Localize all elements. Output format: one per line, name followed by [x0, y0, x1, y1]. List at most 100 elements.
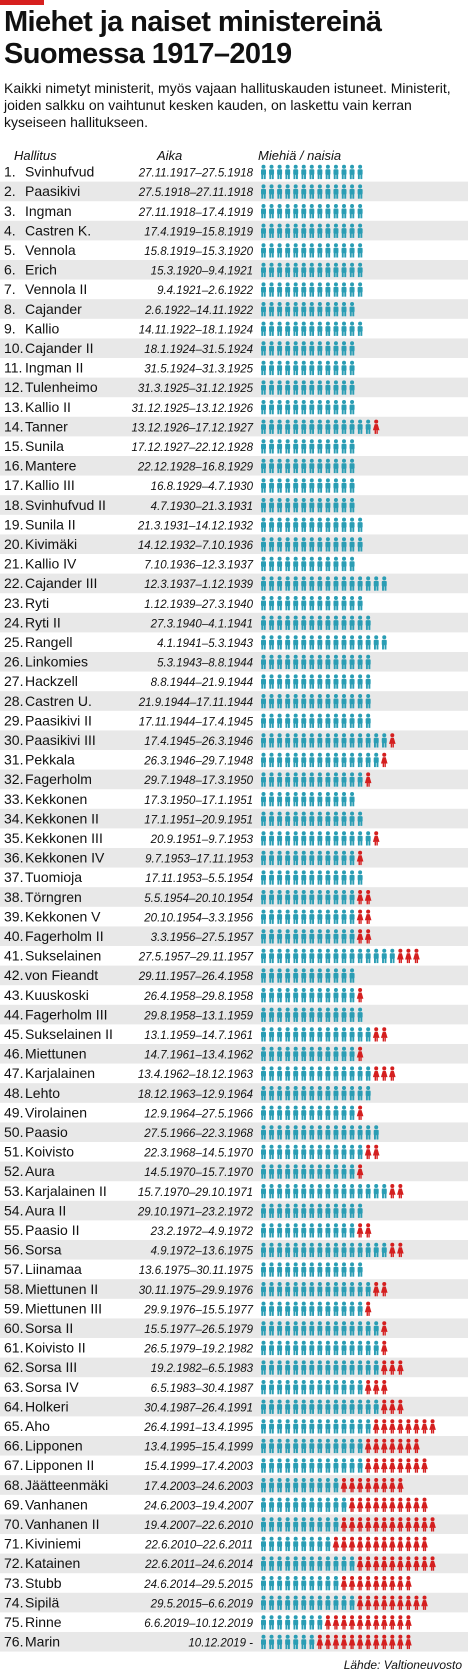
government-name: Katainen	[25, 1555, 80, 1571]
man-icon	[285, 596, 291, 611]
man-icon	[365, 635, 371, 650]
man-icon	[269, 831, 275, 846]
man-icon	[301, 458, 307, 474]
man-icon	[293, 498, 299, 513]
man-icon	[349, 1282, 355, 1297]
man-icon	[269, 733, 275, 748]
man-icon	[357, 517, 363, 532]
chart-subtitle: Kaikki nimetyt ministerit, myös vajaan h…	[4, 80, 451, 130]
man-icon	[333, 360, 339, 376]
government-period: 29.8.1958–13.1.1959	[143, 1010, 253, 1022]
man-icon	[349, 204, 355, 219]
man-icon	[261, 988, 266, 1003]
man-icon	[349, 1262, 355, 1277]
man-icon	[317, 1184, 323, 1199]
man-icon	[301, 1066, 307, 1081]
man-icon	[333, 1007, 339, 1022]
man-icon	[269, 1576, 275, 1591]
man-icon	[269, 321, 275, 336]
man-icon	[341, 380, 347, 395]
table-row: 8. Cajander 2.6.1922–14.11.1922	[0, 299, 468, 319]
man-icon	[341, 948, 347, 964]
government-name: Vanhanen	[25, 1496, 88, 1512]
government-name: Kallio III	[25, 477, 75, 493]
man-icon	[325, 1242, 331, 1258]
man-icon	[285, 184, 291, 199]
man-icon	[333, 1066, 339, 1081]
man-icon	[373, 635, 379, 650]
government-name: Svinhufvud	[25, 164, 94, 180]
man-icon	[285, 772, 291, 787]
man-icon	[293, 1438, 299, 1454]
man-icon	[357, 1380, 363, 1395]
man-icon	[293, 1203, 299, 1218]
man-icon	[365, 615, 371, 630]
man-icon	[309, 988, 315, 1003]
man-icon	[277, 1203, 283, 1218]
man-icon	[341, 694, 347, 709]
woman-icon	[397, 1399, 404, 1414]
man-icon	[309, 302, 315, 317]
government-period: 30.4.1987–26.4.1991	[144, 1402, 253, 1414]
man-icon	[285, 694, 291, 709]
row-number: 15.	[4, 438, 23, 454]
man-icon	[309, 752, 315, 768]
table-row: 6. Erich 15.3.1920–9.4.1921	[0, 260, 468, 280]
man-icon	[301, 596, 307, 611]
man-icon	[389, 948, 395, 964]
row-number: 65.	[4, 1418, 23, 1434]
man-icon	[285, 1262, 291, 1277]
man-icon	[325, 1066, 331, 1081]
man-icon	[333, 674, 339, 689]
man-icon	[269, 262, 275, 278]
man-icon	[277, 1046, 283, 1062]
man-icon	[301, 1458, 307, 1473]
government-period: 31.5.1924–31.3.1925	[144, 364, 253, 376]
woman-icon	[380, 1399, 388, 1414]
table-row: 75. Rinne 6.6.2019–10.12.2019	[4, 1614, 412, 1630]
woman-icon	[356, 1595, 364, 1610]
man-icon	[325, 694, 331, 709]
government-period: 18.12.1963–12.9.1964	[138, 1089, 253, 1101]
woman-icon	[389, 1517, 396, 1532]
woman-icon	[364, 1615, 372, 1630]
man-icon	[341, 831, 347, 846]
government-period: 29.11.1957–26.4.1958	[138, 971, 254, 983]
government-name: Rinne	[25, 1614, 62, 1630]
man-icon	[277, 517, 283, 532]
government-name: Svinhufvud II	[25, 497, 106, 513]
man-icon	[333, 1399, 339, 1414]
government-period: 29.10.1971–23.2.1972	[137, 1206, 254, 1218]
man-icon	[317, 380, 323, 395]
man-icon	[349, 243, 355, 258]
government-name: Ryti	[25, 595, 49, 611]
woman-icon	[356, 1556, 364, 1571]
man-icon	[317, 1007, 323, 1022]
government-name: Sunila II	[25, 516, 76, 532]
man-icon	[325, 811, 331, 826]
man-icon	[269, 752, 275, 768]
table-row: 40. Fagerholm II 3.3.1956–27.5.1957	[0, 926, 468, 946]
man-icon	[301, 831, 307, 846]
man-icon	[293, 596, 299, 611]
man-icon	[325, 596, 331, 611]
man-icon	[269, 1164, 275, 1179]
man-icon	[261, 1125, 266, 1140]
man-icon	[357, 321, 363, 336]
woman-icon	[356, 1634, 364, 1650]
man-icon	[325, 948, 331, 964]
woman-icon	[413, 1556, 420, 1571]
man-icon	[269, 890, 275, 905]
man-icon	[269, 850, 275, 866]
man-icon	[301, 321, 307, 336]
government-name: Kallio II	[25, 399, 71, 415]
man-icon	[301, 556, 307, 572]
man-icon	[349, 498, 355, 513]
woman-icon	[364, 1478, 372, 1493]
man-icon	[373, 1340, 379, 1356]
man-icon	[293, 890, 299, 905]
man-icon	[269, 1595, 275, 1610]
man-icon	[293, 870, 299, 885]
man-icon	[261, 596, 266, 611]
man-icon	[285, 615, 291, 630]
